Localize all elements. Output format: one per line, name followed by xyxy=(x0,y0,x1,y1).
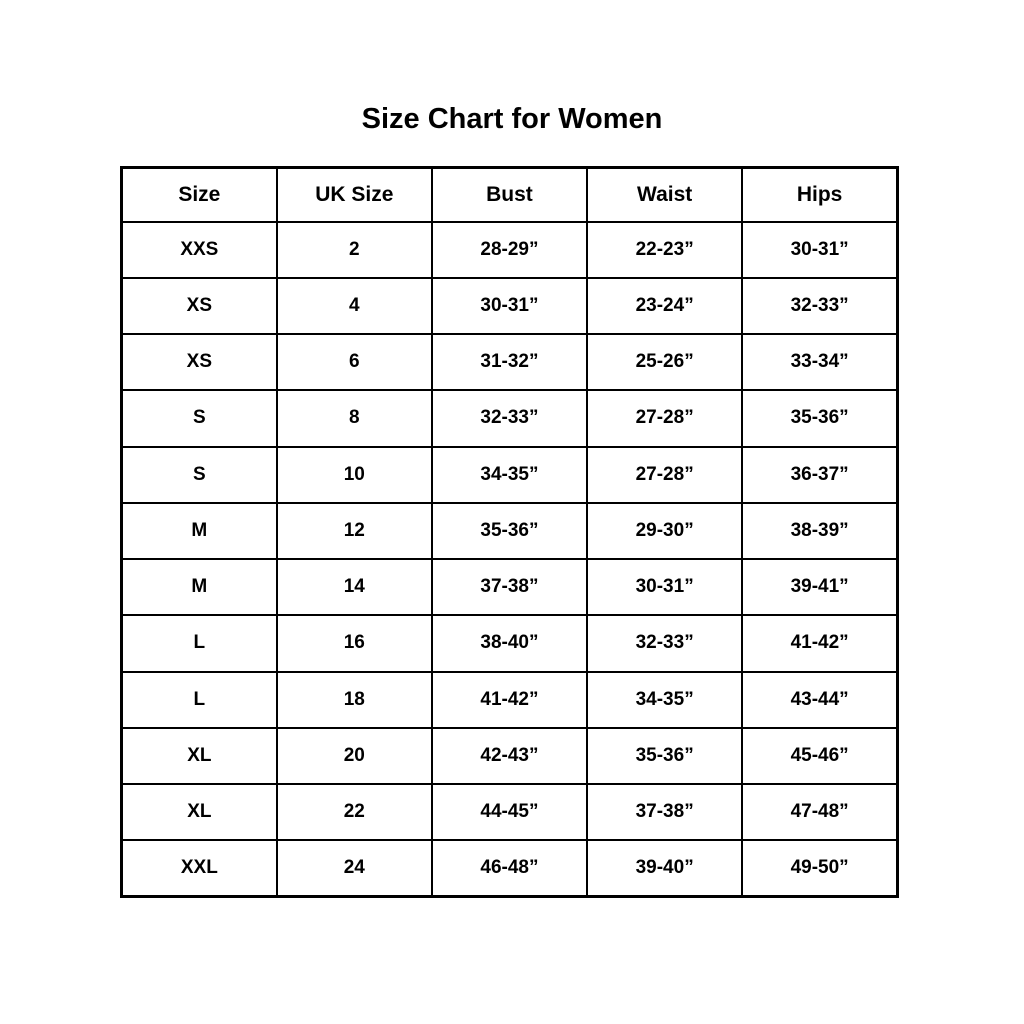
table-cell: 22 xyxy=(275,782,433,842)
table-cell: 35-36” xyxy=(586,726,744,786)
table-cell: 35-36” xyxy=(741,389,899,448)
table-cell: 22-23” xyxy=(586,220,744,279)
table-cell: 24 xyxy=(275,839,433,898)
table-cell: XS xyxy=(120,276,278,336)
table-row: L 18 41-42” 34-35” 43-44” xyxy=(120,670,899,729)
size-chart-table: Size UK Size Bust Waist Hips XXS 2 28-29” 22-23… xyxy=(120,166,899,898)
table-cell: XS xyxy=(120,332,278,392)
table-header-row: Size UK Size Bust Waist Hips xyxy=(120,166,899,223)
column-header: Waist xyxy=(586,166,744,223)
table-cell: 46-48” xyxy=(430,839,589,898)
table-cell: 32-33” xyxy=(741,276,899,336)
table-row: S 8 32-33” 27-28” 35-36” xyxy=(120,389,899,448)
table-cell: 32-33” xyxy=(586,614,744,673)
table-cell: L xyxy=(120,614,278,673)
table-cell: 49-50” xyxy=(741,839,899,898)
table-cell: 12 xyxy=(275,501,433,561)
table-cell: 8 xyxy=(275,389,433,448)
table-row: M 14 37-38” 30-31” 39-41” xyxy=(120,557,899,617)
table-row: XL 22 44-45” 37-38” 47-48” xyxy=(120,782,899,842)
table-cell: 20 xyxy=(275,726,433,786)
table-cell: 25-26” xyxy=(586,332,744,392)
table-cell: 42-43” xyxy=(430,726,589,786)
table-row: XL 20 42-43” 35-36” 45-46” xyxy=(120,726,899,786)
table-row: XS 4 30-31” 23-24” 32-33” xyxy=(120,276,899,336)
column-header: Bust xyxy=(430,166,589,223)
table-row: L 16 38-40” 32-33” 41-42” xyxy=(120,614,899,673)
table-cell: 44-45” xyxy=(430,782,589,842)
table-cell: 2 xyxy=(275,220,433,279)
table-row: XXL 24 46-48” 39-40” 49-50” xyxy=(120,839,899,898)
table-cell: 29-30” xyxy=(586,501,744,561)
table-cell: 30-31” xyxy=(741,220,899,279)
table-cell: 27-28” xyxy=(586,445,744,504)
table-cell: 41-42” xyxy=(741,614,899,673)
table-cell: M xyxy=(120,501,278,561)
table-cell: 41-42” xyxy=(430,670,589,729)
table-cell: XL xyxy=(120,782,278,842)
table-cell: 34-35” xyxy=(430,445,589,504)
table-cell: 35-36” xyxy=(430,501,589,561)
table-cell: 30-31” xyxy=(586,557,744,617)
page-title: Size Chart for Women xyxy=(361,103,663,135)
table-cell: 38-39” xyxy=(741,501,899,561)
table-cell: 27-28” xyxy=(586,389,744,448)
table-cell: 28-29” xyxy=(430,220,589,279)
table-cell: 6 xyxy=(275,332,433,392)
table-cell: 39-41” xyxy=(741,557,899,617)
table-cell: 31-32” xyxy=(430,332,589,392)
table-cell: M xyxy=(120,557,278,617)
table-cell: 43-44” xyxy=(741,670,899,729)
column-header: UK Size xyxy=(275,166,433,223)
table-cell: 14 xyxy=(275,557,433,617)
table-cell: 10 xyxy=(275,445,433,504)
table-cell: 38-40” xyxy=(430,614,589,673)
table-cell: L xyxy=(120,670,278,729)
table-cell: 39-40” xyxy=(586,839,744,898)
column-header: Hips xyxy=(741,166,899,223)
table-row: M 12 35-36” 29-30” 38-39” xyxy=(120,501,899,561)
table-cell: XXS xyxy=(120,220,278,279)
table-head: Size UK Size Bust Waist Hips xyxy=(120,166,899,223)
table-cell: 32-33” xyxy=(430,389,589,448)
table-cell: 30-31” xyxy=(430,276,589,336)
table-cell: 37-38” xyxy=(586,782,744,842)
table-body: XXS 2 28-29” 22-23” 30-31” XS 4 30-31” 23-24” 32-… xyxy=(120,220,899,898)
table-cell: S xyxy=(120,389,278,448)
table-cell: 4 xyxy=(275,276,433,336)
table-cell: 47-48” xyxy=(741,782,899,842)
table-cell: XL xyxy=(120,726,278,786)
table-cell: XXL xyxy=(120,839,278,898)
table-cell: 36-37” xyxy=(741,445,899,504)
table-cell: 37-38” xyxy=(430,557,589,617)
table-row: S 10 34-35” 27-28” 36-37” xyxy=(120,445,899,504)
table-cell: 16 xyxy=(275,614,433,673)
table-cell: 45-46” xyxy=(741,726,899,786)
table-row: XS 6 31-32” 25-26” 33-34” xyxy=(120,332,899,392)
table-cell: 33-34” xyxy=(741,332,899,392)
table-cell: 34-35” xyxy=(586,670,744,729)
table-cell: 18 xyxy=(275,670,433,729)
column-header: Size xyxy=(120,166,278,223)
table-cell: S xyxy=(120,445,278,504)
table-row: XXS 2 28-29” 22-23” 30-31” xyxy=(120,220,899,279)
table-cell: 23-24” xyxy=(586,276,744,336)
